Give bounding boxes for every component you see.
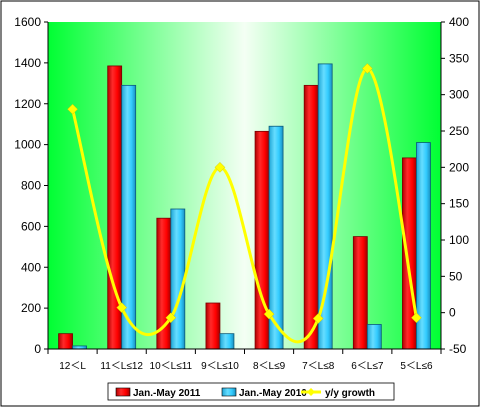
bar-jan-may-2011 [303, 84, 319, 350]
legend-label: Jan.-May 2011 [133, 388, 201, 399]
left-axis-tick-label: 1200 [14, 97, 41, 111]
bar-jan-may-2011 [205, 302, 221, 350]
left-axis-tick-label: 0 [34, 342, 41, 356]
right-axis-tick-label: 100 [449, 233, 469, 247]
category-label: 12＜L [59, 361, 86, 372]
category-label: 7＜L≤8 [302, 361, 335, 372]
left-axis-tick-label: 200 [21, 301, 41, 315]
bar-jan-may-2011 [352, 236, 368, 350]
category-label: 6＜L≤7 [351, 361, 384, 372]
right-axis-tick-label: 400 [449, 15, 469, 29]
left-axis-tick-label: 800 [21, 179, 41, 193]
legend-box [107, 382, 395, 401]
right-axis-tick-label: 150 [449, 197, 469, 211]
right-axis-tick-label: 300 [449, 88, 469, 102]
growth-marker [411, 312, 422, 324]
growth-marker [116, 302, 128, 313]
legend-swatch [115, 387, 131, 397]
growth-marker [361, 63, 373, 74]
category-label: 10＜L≤11 [150, 361, 193, 372]
category-label: 8＜L≤9 [253, 361, 286, 372]
legend-label: y/y growth [325, 388, 375, 399]
right-axis-tick-label: 50 [449, 269, 463, 283]
bar-jan-may-2010 [317, 63, 333, 350]
category-label: 5＜L≤6 [400, 361, 433, 372]
left-axis-tick-label: 1400 [14, 56, 41, 70]
left-axis-tick-label: 1000 [14, 138, 41, 152]
category-label: 9＜L≤10 [201, 361, 239, 372]
bar-jan-may-2010 [219, 333, 235, 350]
right-axis-tick-label: -50 [449, 342, 467, 356]
legend-swatch [221, 387, 237, 397]
bar-jan-may-2011 [58, 333, 73, 350]
growth-marker [214, 161, 226, 173]
right-axis-tick-label: 350 [449, 51, 469, 65]
bar-jan-may-2010 [366, 324, 382, 350]
legend-swatch-marker [307, 388, 315, 396]
legend-label: Jan.-May 2010 [239, 388, 307, 399]
growth-marker [263, 308, 275, 320]
growth-marker [312, 313, 324, 324]
growth-marker [67, 103, 78, 115]
bar-jan-may-2010 [170, 208, 186, 350]
left-axis-tick-label: 600 [21, 219, 41, 233]
right-axis-tick-label: 250 [449, 124, 469, 138]
left-axis-tick-label: 1600 [14, 15, 41, 29]
left-axis-tick-label: 400 [21, 260, 41, 274]
growth-marker [165, 312, 177, 324]
right-axis-tick-label: 0 [449, 306, 456, 320]
category-label: 11＜L≤12 [100, 361, 143, 372]
right-axis-tick-label: 200 [449, 160, 469, 174]
plot-area [48, 22, 441, 349]
